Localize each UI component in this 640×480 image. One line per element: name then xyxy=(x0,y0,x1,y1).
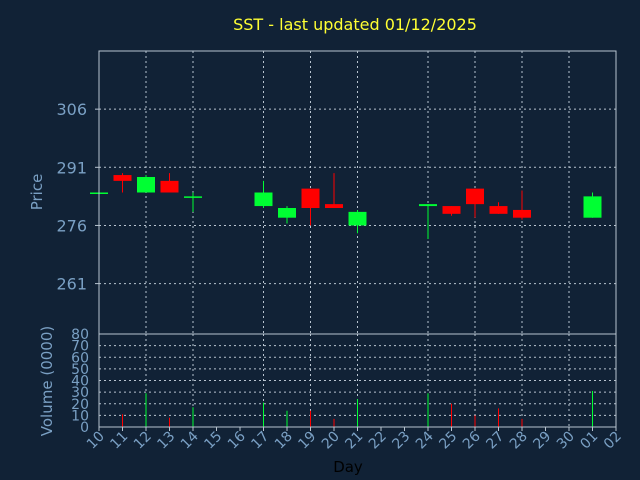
candle-body xyxy=(489,206,508,214)
volume-tick-label: 70 xyxy=(71,339,89,355)
volume-bar xyxy=(451,403,452,427)
volume-bar xyxy=(310,410,311,427)
candle-body xyxy=(419,204,437,207)
price-tick-label: 306 xyxy=(56,100,87,119)
candle-body xyxy=(113,175,132,181)
volume-bar xyxy=(286,410,288,427)
candle-body xyxy=(583,196,602,218)
volume-tick-label: 80 xyxy=(71,327,89,343)
chart-title: SST - last updated 01/12/2025 xyxy=(233,15,477,34)
volume-tick-label: 0 xyxy=(80,420,89,436)
candle-body xyxy=(160,180,179,193)
price-tick-label: 291 xyxy=(56,158,87,177)
volume-bar-series xyxy=(122,390,593,427)
candlestick-series xyxy=(90,173,602,240)
price-axis-label: Price xyxy=(28,174,46,211)
volume-tick-label: 30 xyxy=(71,385,89,401)
candle-body xyxy=(348,211,367,226)
volume-axis-label: Volume (0000) xyxy=(38,326,56,436)
candle-body xyxy=(278,208,296,218)
volume-bar xyxy=(474,415,476,427)
volume-bar xyxy=(145,393,147,427)
volume-bar xyxy=(498,408,499,427)
volume-bar xyxy=(122,414,123,427)
volume-bar xyxy=(263,402,264,427)
day-axis-ticks: 10 11 12 13 14 15 16 17 18 19 20 21 22 23 24 25 26 27 28 29… xyxy=(84,427,625,452)
candle-body xyxy=(184,196,202,198)
volume-bar xyxy=(592,390,593,427)
price-tick-label: 261 xyxy=(56,275,87,294)
volume-tick-label: 40 xyxy=(71,374,89,390)
candle-body xyxy=(137,176,155,193)
candle-body xyxy=(442,206,461,214)
price-tick-label: 276 xyxy=(56,216,87,235)
volume-bar xyxy=(427,393,429,427)
volume-grid xyxy=(99,334,617,427)
volume-tick-label: 20 xyxy=(71,397,89,413)
day-axis-label: Day xyxy=(333,458,363,476)
price-axis-ticks: 261 276 291 306 xyxy=(56,100,99,294)
volume-tick-label: 50 xyxy=(71,362,89,378)
volume-tick-label: 60 xyxy=(71,350,89,366)
candle-body xyxy=(513,209,531,218)
candle-body xyxy=(325,204,343,209)
candle-body xyxy=(466,188,484,205)
volume-tick-label: 10 xyxy=(71,408,89,424)
candle-body xyxy=(301,188,320,209)
volume-bar xyxy=(333,418,335,427)
candle-body xyxy=(254,192,273,207)
volume-bar xyxy=(169,417,170,427)
volume-bar xyxy=(521,418,523,427)
volume-bar xyxy=(357,399,358,427)
volume-bar xyxy=(192,407,194,427)
